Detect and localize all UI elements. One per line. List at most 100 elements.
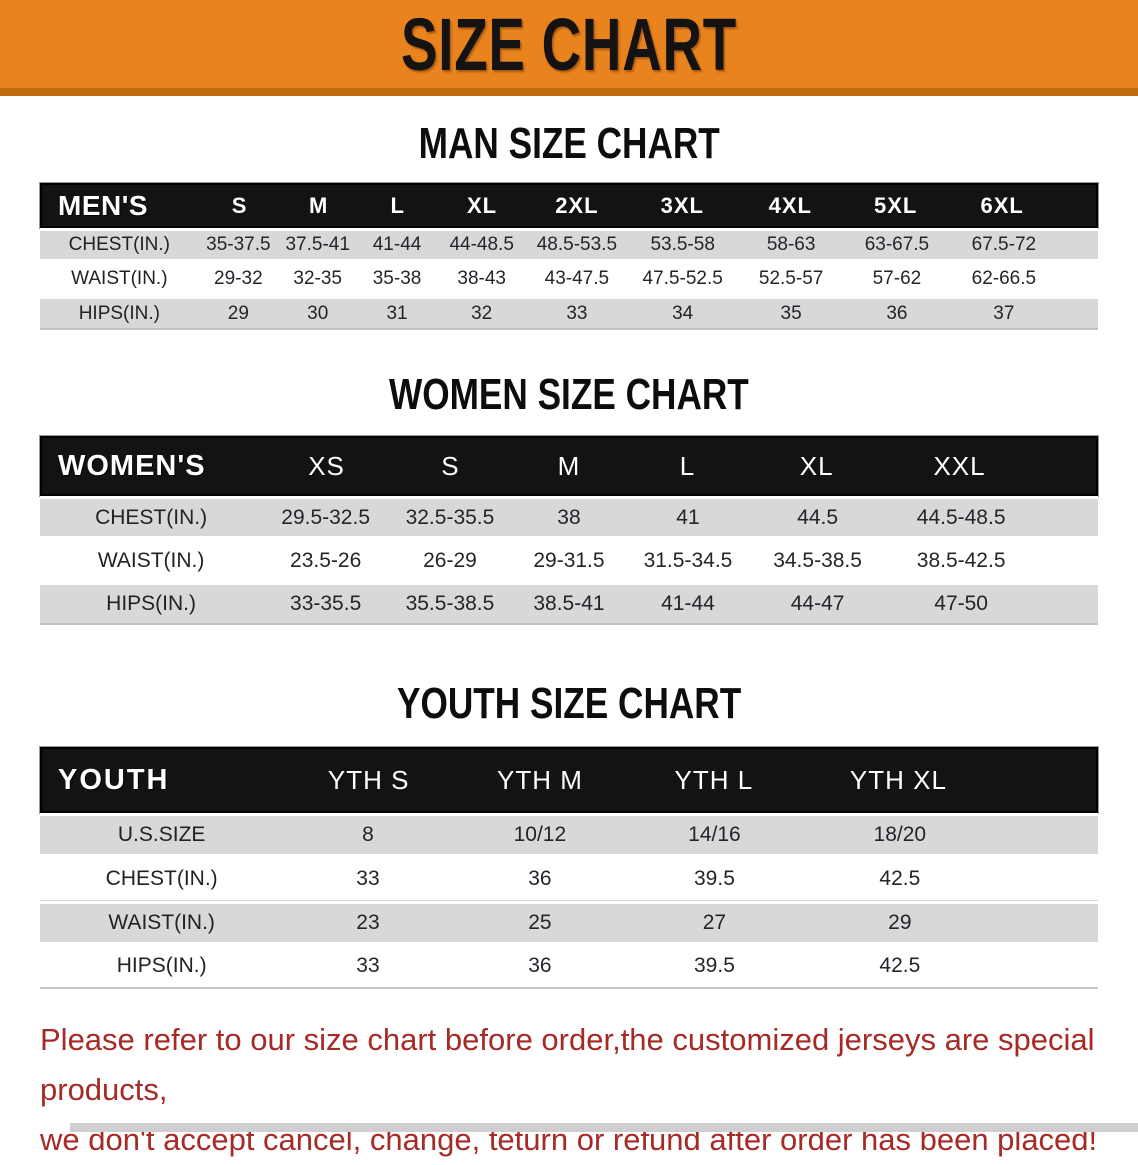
youth-hips-row: HIPS(IN.) 33 36 39.5 42.5 xyxy=(40,945,1098,989)
size-value: 18/20 xyxy=(873,823,927,846)
size-column-header: S xyxy=(441,450,460,481)
size-value: 42.5 xyxy=(879,954,921,977)
size-column-header: M xyxy=(557,450,581,481)
size-value: 10/12 xyxy=(513,823,567,846)
size-value: 42.5 xyxy=(879,866,921,890)
size-column-header: L xyxy=(679,450,696,481)
women-section-heading: WOMEN SIZE CHART xyxy=(0,372,1138,418)
size-value: 38 xyxy=(557,505,581,529)
youth-ussize-row: U.S.SIZE 8 10/12 14/16 18/20 xyxy=(40,813,1098,857)
size-value: 35-38 xyxy=(372,268,422,289)
size-value: 30 xyxy=(307,302,329,324)
youth-section-heading: YOUTH SIZE CHART xyxy=(0,681,1138,727)
size-value: 29 xyxy=(888,911,912,934)
size-value: 32-35 xyxy=(293,268,342,289)
size-value: 34.5-38.5 xyxy=(773,548,862,572)
size-value: 14/16 xyxy=(688,823,741,846)
size-value: 39.5 xyxy=(694,866,735,890)
women-table-header-row: WOMEN'S XS S M L XL XXL xyxy=(40,436,1098,496)
size-value: 62-66.5 xyxy=(971,268,1037,289)
men-section-heading-text: MAN SIZE CHART xyxy=(418,119,720,168)
size-column-header: YTH M xyxy=(497,764,583,795)
women-section-heading-text: WOMEN SIZE CHART xyxy=(389,370,749,419)
size-value: 53.5-58 xyxy=(650,234,715,255)
size-column-header: L xyxy=(390,192,405,218)
youth-section-heading-text: YOUTH SIZE CHART xyxy=(396,679,742,728)
bottom-edge-strip xyxy=(70,1123,1138,1132)
men-table-header-row: MEN'S S M L XL 2XL 3XL 4XL 5XL 6XL xyxy=(40,183,1098,228)
size-value: 31.5-34.5 xyxy=(643,548,733,572)
row-label: CHEST(IN.) xyxy=(95,505,208,529)
size-value: 29-32 xyxy=(214,268,263,289)
size-value: 37 xyxy=(993,302,1015,324)
size-value: 47-50 xyxy=(934,592,988,615)
size-value: 58-63 xyxy=(766,234,816,255)
size-value: 35 xyxy=(780,302,802,324)
size-value: 23 xyxy=(356,911,380,934)
size-value: 47.5-52.5 xyxy=(642,268,723,289)
size-column-header: XL xyxy=(799,450,834,481)
women-size-table: WOMEN'S XS S M L XL XXL CHEST(IN.) 29.5-… xyxy=(40,436,1098,625)
size-value: 33 xyxy=(356,954,380,977)
size-value: 57-62 xyxy=(872,268,922,289)
men-section-heading: MAN SIZE CHART xyxy=(0,121,1138,167)
size-value: 67.5-72 xyxy=(971,234,1037,255)
youth-table-title: YOUTH xyxy=(58,763,170,796)
size-value: 38.5-41 xyxy=(533,592,605,615)
size-value: 44-48.5 xyxy=(449,234,514,255)
women-table-title: WOMEN'S xyxy=(58,449,206,482)
size-value: 44.5-48.5 xyxy=(916,505,1006,529)
men-table-title: MEN'S xyxy=(58,189,149,221)
size-value: 37.5-41 xyxy=(285,234,350,255)
size-value: 29-31.5 xyxy=(533,548,605,572)
size-column-header: 3XL xyxy=(660,192,704,218)
women-chest-row: CHEST(IN.) 29.5-32.5 32.5-35.5 38 41 44.… xyxy=(40,496,1098,539)
size-value: 36 xyxy=(886,302,908,324)
size-value: 32 xyxy=(471,302,493,324)
size-value: 33-35.5 xyxy=(290,592,362,615)
size-value: 38.5-42.5 xyxy=(916,548,1006,572)
size-column-header: YTH XL xyxy=(849,764,947,795)
men-chest-row: CHEST(IN.) 35-37.5 37.5-41 41-44 44-48.5… xyxy=(40,228,1098,262)
size-value: 35.5-38.5 xyxy=(405,592,495,615)
banner-title: SIZE CHART xyxy=(401,2,737,86)
size-column-header: S xyxy=(231,192,248,218)
row-label: WAIST(IN.) xyxy=(97,548,205,572)
women-waist-row: WAIST(IN.) 23.5-26 26-29 29-31.5 31.5-34… xyxy=(40,539,1098,582)
size-column-header: XXL xyxy=(933,450,986,481)
size-value: 32.5-35.5 xyxy=(405,505,495,529)
size-value: 25 xyxy=(528,911,552,934)
row-label: CHEST(IN.) xyxy=(105,866,218,890)
size-value: 23.5-26 xyxy=(290,548,362,572)
size-value: 34 xyxy=(672,302,694,324)
size-value: 29.5-32.5 xyxy=(281,505,371,529)
disclaimer-line-1: Please refer to our size chart before or… xyxy=(40,1022,1095,1107)
row-label: WAIST(IN.) xyxy=(71,268,168,289)
size-value: 48.5-53.5 xyxy=(536,234,618,255)
size-value: 36 xyxy=(528,866,552,890)
size-column-header: 4XL xyxy=(768,192,812,218)
size-value: 39.5 xyxy=(694,954,735,977)
size-column-header: 2XL xyxy=(555,192,599,218)
size-value: 36 xyxy=(528,954,552,977)
row-label: HIPS(IN.) xyxy=(78,302,160,324)
size-value: 35-37.5 xyxy=(206,234,271,255)
women-hips-row: HIPS(IN.) 33-35.5 35.5-38.5 38.5-41 41-4… xyxy=(40,582,1098,625)
size-value: 29 xyxy=(227,302,249,324)
size-value: 33 xyxy=(566,302,588,324)
youth-waist-row: WAIST(IN.) 23 25 27 29 xyxy=(40,901,1098,945)
youth-chest-row: CHEST(IN.) 33 36 39.5 42.5 xyxy=(40,857,1098,901)
size-column-header: XL xyxy=(466,192,498,218)
size-column-header: XS xyxy=(308,450,345,481)
men-hips-row: HIPS(IN.) 29 30 31 32 33 34 35 36 37 xyxy=(40,296,1098,330)
size-value: 44.5 xyxy=(797,505,839,529)
size-value: 33 xyxy=(356,866,380,890)
size-value: 27 xyxy=(702,911,727,934)
size-value: 26-29 xyxy=(423,548,477,572)
size-value: 41-44 xyxy=(661,592,715,615)
men-size-table: MEN'S S M L XL 2XL 3XL 4XL 5XL 6XL CHEST… xyxy=(40,183,1098,330)
size-column-header: YTH S xyxy=(327,764,410,795)
youth-table-header-row: YOUTH YTH S YTH M YTH L YTH XL xyxy=(40,747,1098,813)
size-value: 41-44 xyxy=(372,234,422,255)
row-label: U.S.SIZE xyxy=(117,823,206,846)
